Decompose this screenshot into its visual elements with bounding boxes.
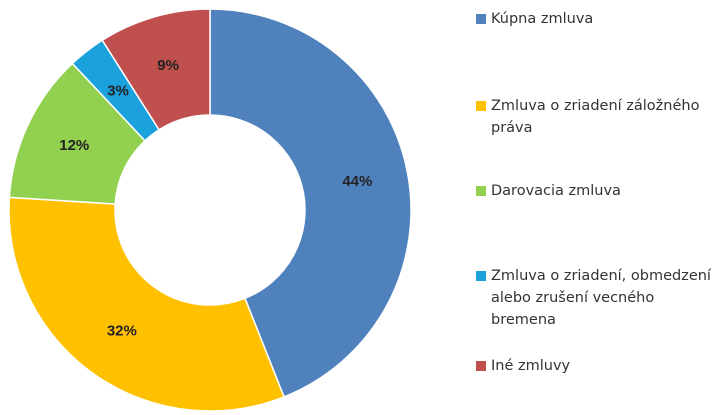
legend-label: Zmluva o zriadení, obmedzení alebo zruše…: [491, 268, 711, 328]
legend-swatch: [476, 101, 486, 111]
data-label: 9%: [157, 57, 179, 74]
data-label: 12%: [59, 137, 89, 154]
legend-entry: Iné zmluvy: [476, 355, 712, 377]
slice: [209, 8, 412, 398]
legend-label: Kúpna zmluva: [491, 11, 594, 27]
legend-label: Darovacia zmluva: [491, 183, 621, 199]
legend-swatch: [476, 186, 486, 196]
data-label: 3%: [107, 82, 129, 99]
data-label: 32%: [107, 322, 137, 339]
slice: [101, 8, 211, 131]
data-label: 44%: [342, 173, 372, 190]
slice: [8, 196, 285, 412]
legend-swatch: [476, 271, 486, 281]
legend-label: Zmluva o zriadení záložného práva: [491, 98, 700, 136]
legend-entry: Kúpna zmluva: [476, 8, 712, 30]
legend-swatch: [476, 14, 486, 24]
chart: 44% 32% 12% 3% 9%: [8, 8, 412, 412]
legend-label: Iné zmluvy: [491, 358, 571, 374]
legend-entry: Zmluva o zriadení záložného práva: [476, 95, 712, 139]
legend-entry: Darovacia zmluva: [476, 180, 712, 202]
legend-swatch: [476, 361, 486, 371]
legend-entry: Zmluva o zriadení, obmedzení alebo zruše…: [476, 265, 712, 331]
